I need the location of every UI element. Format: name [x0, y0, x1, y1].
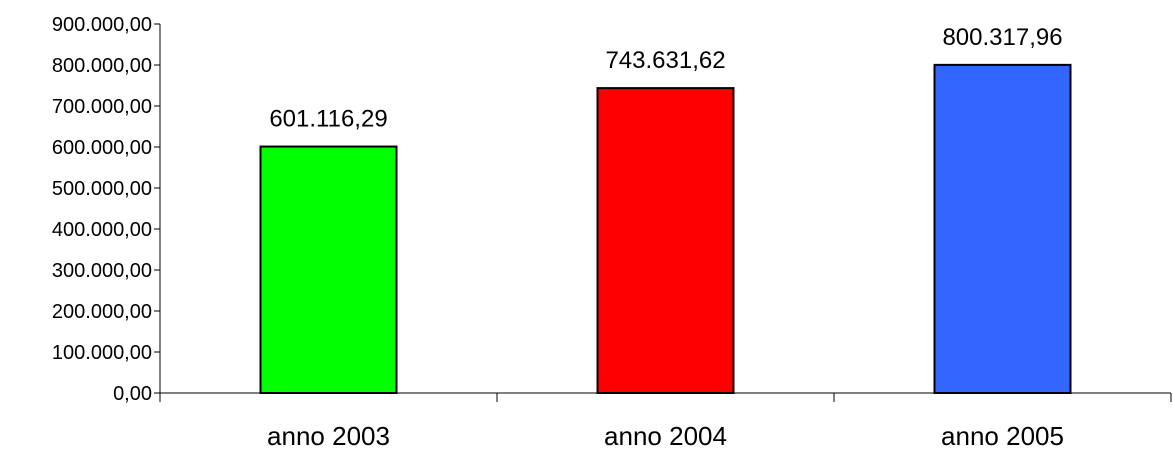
bar-anno-2004	[596, 87, 735, 395]
data-labels: 601.116,29 743.631,62 800.317,96	[269, 24, 1062, 133]
y-tick-label: 900.000,00	[52, 14, 152, 36]
data-label: 743.631,62	[605, 47, 725, 74]
bar-anno-2005	[933, 63, 1072, 395]
x-axis: anno 2003 anno 2004 anno 2005	[159, 392, 1172, 450]
y-tick-label: 300.000,00	[52, 260, 152, 282]
y-tick-label: 600.000,00	[52, 137, 152, 159]
data-label: 601.116,29	[269, 106, 387, 133]
y-tick-label: 700.000,00	[52, 96, 152, 118]
x-category-label: anno 2004	[604, 421, 727, 450]
x-category-label: anno 2003	[267, 421, 390, 450]
y-tick-label: 100.000,00	[52, 342, 152, 364]
y-tick-label: 800.000,00	[52, 55, 152, 77]
y-tick-label: 0,00	[113, 383, 152, 405]
y-axis: 0,00 100.000,00 200.000,00 300.000,00 400.00…	[52, 14, 161, 405]
data-label: 800.317,96	[942, 24, 1062, 51]
bars	[259, 63, 1072, 395]
x-category-label: anno 2005	[941, 421, 1064, 450]
y-tick-label: 500.000,00	[52, 178, 152, 200]
y-tick-label: 200.000,00	[52, 301, 152, 323]
bar-anno-2003	[259, 145, 398, 394]
y-tick-label: 400.000,00	[52, 219, 152, 241]
